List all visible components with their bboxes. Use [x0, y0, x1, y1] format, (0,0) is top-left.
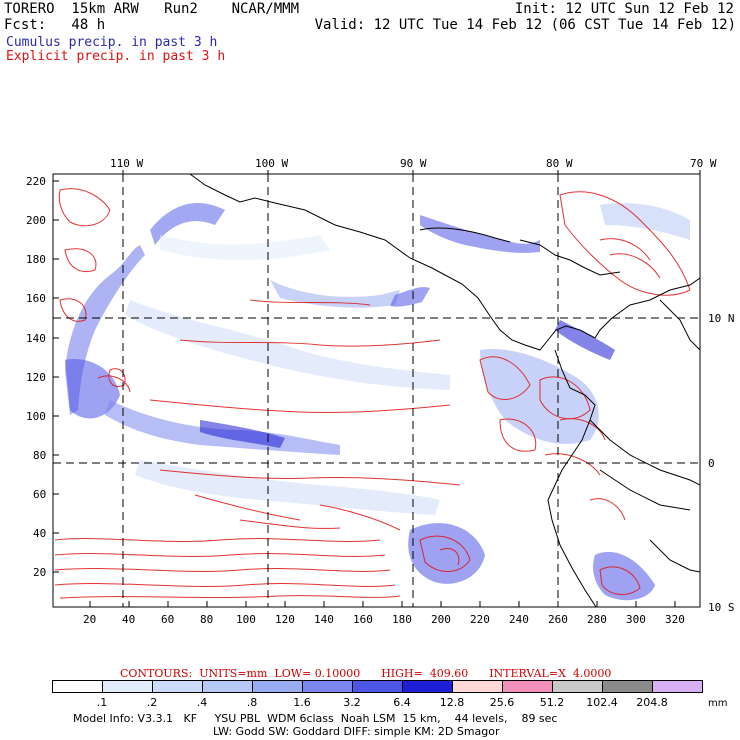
colorbar-unit: mm [708, 698, 728, 709]
cumulus-shading [65, 202, 690, 601]
x-tick: 100 [236, 613, 256, 626]
colorbar-swatch [52, 680, 103, 693]
x-tick: 40 [122, 613, 136, 626]
x-tick: 280 [587, 613, 607, 626]
physics-info: LW: Godd SW: Goddard DIFF: simple KM: 2D… [213, 725, 500, 738]
colorbar-label: 51.2 [539, 696, 565, 709]
colorbar-swatch [302, 680, 353, 693]
x-tick: 300 [626, 613, 646, 626]
colorbar-label: .2 [146, 696, 158, 709]
x-tick: 320 [665, 613, 685, 626]
plot-frame [52, 173, 701, 608]
y-tick: 40 [33, 527, 47, 540]
y-tick: 160 [26, 292, 46, 305]
init-time: Init: 12 UTC Sun 12 Feb 12 [514, 1, 734, 17]
colorbar-label: 204.8 [636, 696, 668, 709]
colorbar-swatch [202, 680, 253, 693]
latlon-grid [53, 174, 700, 607]
lon-label-80w: 80 W [546, 157, 573, 170]
lon-label-110w: 110 W [110, 157, 144, 170]
colorbar-swatch [452, 680, 503, 693]
lat-label-10s: 10 S [708, 601, 735, 614]
x-tick: 80 [200, 613, 214, 626]
x-tick: 180 [392, 613, 412, 626]
y-tick: 140 [26, 332, 46, 345]
lon-label-70w: 70 W [690, 157, 717, 170]
explicit-contours [54, 188, 691, 599]
colorbar-label: .4 [196, 696, 208, 709]
colorbar-label: 12.8 [439, 696, 465, 709]
x-tick: 200 [431, 613, 451, 626]
colorbar-label: 1.6 [293, 696, 311, 709]
colorbar-swatch [352, 680, 403, 693]
top-ticks [122, 170, 701, 174]
x-tick: 120 [275, 613, 295, 626]
colorbar-label: .1 [96, 696, 108, 709]
y-tick: 220 [26, 175, 46, 188]
x-tick: 240 [509, 613, 529, 626]
colorbar-label: 102.4 [586, 696, 618, 709]
model-info: Model Info: V3.3.1 KF YSU PBL WDM 6class… [73, 712, 558, 725]
lon-label-100w: 100 W [255, 157, 289, 170]
colorbar-swatch [152, 680, 203, 693]
x-tick: 60 [161, 613, 175, 626]
y-tick: 120 [26, 371, 46, 384]
valid-time: Valid: 12 UTC Tue 14 Feb 12 (06 CST Tue … [314, 17, 736, 33]
colorbar-swatch [502, 680, 553, 693]
model-title: TORERO 15km ARW Run2 NCAR/MMM [4, 1, 300, 17]
lat-label-0: 0 [708, 457, 715, 470]
y-tick: 180 [26, 253, 46, 266]
y-tick: 200 [26, 214, 46, 227]
x-tick: 20 [83, 613, 97, 626]
colorbar-swatch [602, 680, 653, 693]
y-tick: 20 [33, 566, 47, 579]
colorbar-label: 3.2 [343, 696, 361, 709]
colorbar-swatch [402, 680, 453, 693]
legend-explicit: Explicit precip. in past 3 h [6, 49, 226, 64]
x-tick: 260 [548, 613, 568, 626]
colorbar-label: 25.6 [489, 696, 515, 709]
colorbar-swatch [252, 680, 303, 693]
forecast-hour: Fcst: 48 h [4, 17, 106, 33]
x-tick: 160 [353, 613, 373, 626]
y-tick: 60 [33, 488, 47, 501]
lon-label-90w: 90 W [400, 157, 427, 170]
x-tick: 140 [314, 613, 334, 626]
colorbar-swatch [652, 680, 703, 693]
lat-label-10n: 10 N [708, 312, 735, 325]
left-ticks [53, 180, 59, 573]
colorbar-swatch [552, 680, 603, 693]
colorbar-label: 6.4 [393, 696, 411, 709]
y-tick: 100 [26, 410, 46, 423]
colorbar-swatch [102, 680, 153, 693]
contour-info: CONTOURS: UNITS=mm LOW= 0.10000 HIGH= 40… [120, 667, 612, 680]
x-tick: 220 [470, 613, 490, 626]
colorbar-label: .8 [246, 696, 258, 709]
legend-cumulus: Cumulus precip. in past 3 h [6, 35, 218, 50]
bottom-ticks [89, 601, 676, 607]
y-tick: 80 [33, 449, 47, 462]
